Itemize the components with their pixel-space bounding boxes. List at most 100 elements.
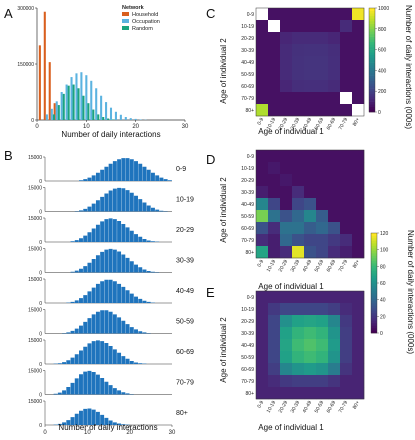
panel-e-cell bbox=[280, 363, 293, 376]
panel-e-cell bbox=[316, 339, 329, 352]
panel-b-bar bbox=[159, 177, 164, 181]
panel-b-bar bbox=[95, 200, 100, 212]
panel-c-cell bbox=[280, 32, 293, 45]
panel-e-cell bbox=[352, 303, 365, 316]
panel-b-bar bbox=[134, 234, 138, 242]
panel-c-colorbar-swatch bbox=[369, 83, 375, 87]
panel-de-colorbar: 0 20 40 60 80 100 120 bbox=[370, 231, 389, 337]
panel-e-xtick-label: 40-49 bbox=[302, 400, 314, 414]
panel-label-e: E bbox=[206, 285, 215, 300]
panel-b-bar bbox=[95, 255, 100, 273]
panel-b-bar bbox=[91, 409, 96, 425]
panel-c-cell bbox=[352, 80, 365, 93]
panel-de-colorbar-swatch bbox=[371, 308, 377, 311]
panel-b-ytick-zero: 0 bbox=[39, 393, 42, 399]
panel-b-xtick-label: 30 bbox=[169, 430, 176, 436]
panel-b-bar bbox=[142, 239, 147, 242]
panel-b-ytick-zero: 0 bbox=[39, 240, 42, 246]
panel-b-bar bbox=[87, 318, 92, 334]
panel-c-cell bbox=[340, 104, 353, 117]
panel-b-bar bbox=[142, 300, 147, 303]
panel-d-ytick-label: 10-19 bbox=[241, 166, 254, 172]
panel-e-cell bbox=[304, 291, 317, 304]
panel-e-cell bbox=[304, 351, 317, 364]
panel-e-xtick-label: 10-19 bbox=[266, 400, 278, 414]
panel-b-bar bbox=[150, 172, 155, 181]
panel-a-bar-occupation bbox=[70, 77, 73, 120]
panel-b-bar bbox=[79, 298, 83, 303]
panel-d-ytick-label: 60-69 bbox=[241, 226, 254, 232]
panel-b-bar bbox=[79, 350, 83, 364]
panel-e-cell bbox=[340, 327, 353, 340]
panel-a-bar-random bbox=[52, 114, 55, 120]
panel-c-xtick-label: 50-59 bbox=[314, 117, 326, 131]
panel-a-bar-household bbox=[53, 103, 56, 120]
panel-e-cell bbox=[280, 387, 293, 400]
panel-c-cell bbox=[340, 80, 353, 93]
panel-de-colorbar-swatch bbox=[371, 288, 377, 291]
panel-b-xtick-label: 10 bbox=[84, 430, 91, 436]
panel-b-bar bbox=[87, 370, 92, 395]
panel-d-cell bbox=[316, 174, 329, 187]
panel-b-bar bbox=[74, 413, 79, 425]
panel-c-colorbar-swatch bbox=[369, 41, 375, 45]
panel-b-ytick-zero: 0 bbox=[39, 271, 42, 277]
panel-e-cell bbox=[304, 387, 317, 400]
panel-b-bar bbox=[134, 296, 138, 303]
panel-d-cell bbox=[316, 198, 329, 211]
panel-e-cell bbox=[268, 327, 281, 340]
panel-b-bar bbox=[57, 363, 62, 364]
panel-c-xtick-label: 70-79 bbox=[338, 117, 350, 131]
panel-b-ytick-label: 15000 bbox=[28, 247, 42, 253]
panel-b-bar bbox=[146, 271, 151, 273]
panel-b-bar bbox=[125, 358, 130, 364]
panel-e-cell bbox=[280, 303, 293, 316]
panel-d-xtick-label: 20-29 bbox=[278, 259, 290, 273]
panel-b-bar bbox=[108, 218, 113, 242]
panel-d-cell bbox=[304, 186, 317, 199]
panel-b-bar bbox=[104, 279, 109, 303]
panel-b-bar bbox=[104, 343, 109, 364]
panel-de-colorbar-swatch bbox=[371, 273, 377, 276]
panel-c-colorbar-swatch bbox=[369, 60, 375, 63]
panel-b-bar bbox=[121, 224, 126, 242]
panel-de-colorbar-swatch bbox=[371, 270, 377, 274]
panel-b-group-label: 40-49 bbox=[176, 288, 194, 295]
panel-b-bar bbox=[79, 210, 83, 212]
panel-d-cell bbox=[316, 186, 329, 199]
panel-b-bar bbox=[167, 180, 172, 181]
panel-d-cell bbox=[256, 234, 269, 247]
panel-d-xlabel: Age of individual 1 bbox=[258, 282, 324, 291]
panel-de-colorbar-tick-label: 20 bbox=[380, 314, 386, 320]
panel-c-cell bbox=[328, 20, 341, 33]
panel-b-bar bbox=[125, 393, 130, 395]
panel-d-cell bbox=[304, 198, 317, 211]
panel-d-cell bbox=[352, 186, 365, 199]
panel-c-colorbar-swatch bbox=[369, 86, 375, 89]
panel-c-cell bbox=[328, 44, 341, 57]
panel-c-colorbar-tick-label: 1000 bbox=[378, 6, 389, 12]
panel-b-bar bbox=[62, 390, 67, 395]
panel-label-a: A bbox=[4, 6, 13, 21]
panel-b-bar bbox=[87, 206, 92, 212]
panel-e-xlabel: Age of individual 1 bbox=[258, 423, 324, 432]
panel-d-cell bbox=[280, 222, 293, 235]
panel-d-cell bbox=[292, 210, 305, 223]
panel-d-cell bbox=[328, 210, 341, 223]
panel-b-ytick-label: 15000 bbox=[28, 369, 42, 375]
panel-b-bar bbox=[83, 321, 88, 334]
panel-label-d: D bbox=[206, 152, 215, 167]
panel-a-bar-occupation bbox=[95, 88, 98, 120]
panel-b-ytick-zero: 0 bbox=[39, 210, 42, 216]
panel-c-cell bbox=[280, 80, 293, 93]
panel-c-ytick-label: 10-19 bbox=[241, 24, 254, 30]
panel-c-cell bbox=[292, 20, 305, 33]
panel-e-cell bbox=[304, 375, 317, 388]
panel-b-group-label: 80+ bbox=[176, 410, 188, 417]
panel-d-xtick-label: 50-59 bbox=[314, 259, 326, 273]
panel-c-colorbar-swatch bbox=[369, 28, 375, 32]
panel-b-ytick-label: 15000 bbox=[28, 155, 42, 161]
panel-b-bar bbox=[100, 341, 105, 364]
panel-d-cell bbox=[328, 150, 341, 163]
